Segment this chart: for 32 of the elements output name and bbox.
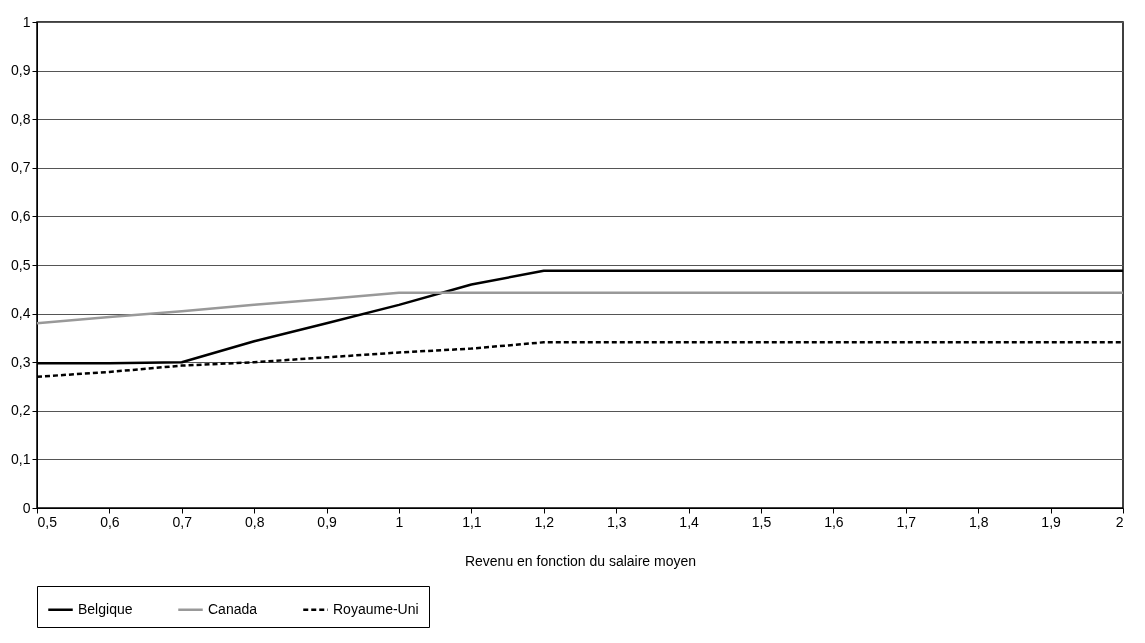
y-tick-label: 0,8 xyxy=(11,110,31,127)
x-tick-label: 1,2 xyxy=(534,513,555,530)
x-tick-label: 0,8 xyxy=(244,513,265,530)
x-tick-label: 1,1 xyxy=(462,513,482,530)
legend-label: Royaume-Uni xyxy=(333,600,419,617)
x-tick-label: 1,9 xyxy=(1041,513,1062,530)
y-tick-label: 0 xyxy=(22,499,31,516)
legend-label: Canada xyxy=(208,600,258,617)
y-tick-label: 0,3 xyxy=(11,353,31,370)
x-tick-label: 0,6 xyxy=(100,513,120,530)
y-tick-label: 0,5 xyxy=(11,256,31,273)
x-tick-label: 2 xyxy=(1115,513,1124,530)
x-tick-label: 0,7 xyxy=(172,513,193,530)
y-tick-label: 0,6 xyxy=(11,207,31,224)
line-series xyxy=(35,291,1125,325)
x-tick-label: 1,8 xyxy=(968,513,989,530)
x-tick-label: 1,4 xyxy=(679,513,700,530)
x-tick-label: 1,5 xyxy=(751,513,772,530)
x-tick-label: 1,6 xyxy=(824,513,844,530)
y-tick-label: 0,9 xyxy=(11,62,31,79)
y-tick-label: 0,2 xyxy=(11,402,31,419)
x-tick-label: 0,9 xyxy=(317,513,338,530)
y-tick-label: 1 xyxy=(22,13,31,30)
y-tick-label: 0,4 xyxy=(11,305,31,322)
x-tick-label: 1 xyxy=(395,513,404,530)
x-tick-label: 1,3 xyxy=(606,513,627,530)
legend-label: Belgique xyxy=(78,600,133,617)
y-tick-label: 0,1 xyxy=(11,450,31,467)
x-axis-title: Revenu en fonction du salaire moyen xyxy=(464,552,697,569)
x-tick-label: 0,5 xyxy=(37,513,58,530)
y-tick-label: 0,7 xyxy=(11,159,31,176)
x-tick-label: 1,7 xyxy=(896,513,917,530)
